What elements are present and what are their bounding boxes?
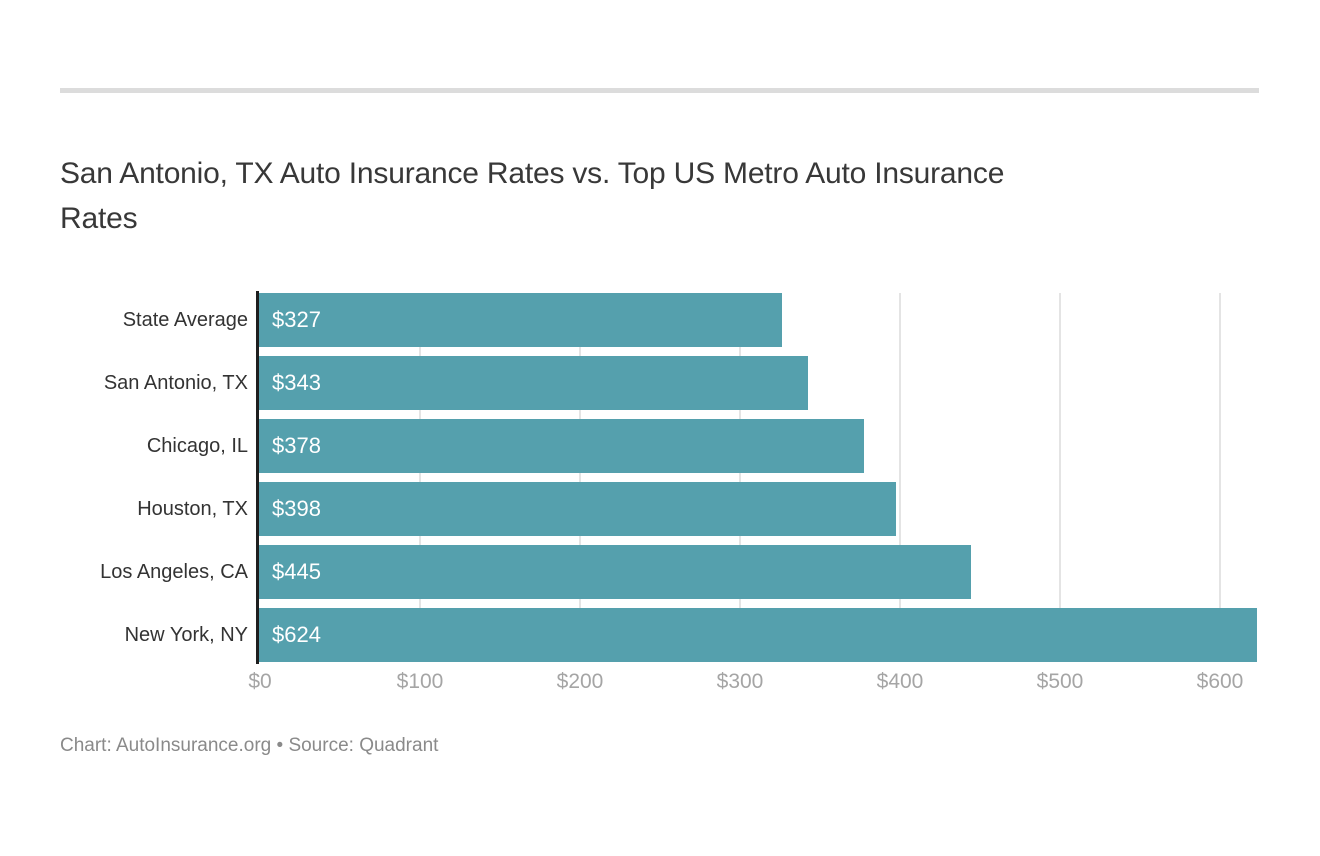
- x-axis-tick-label: $200: [556, 670, 604, 693]
- chart-title-line1: San Antonio, TX Auto Insurance Rates vs.…: [60, 157, 1005, 190]
- gridline: [579, 293, 581, 662]
- bar-value-label: $624: [272, 622, 321, 647]
- chart-footer: Chart: AutoInsurance.org • Source: Quadr…: [60, 735, 439, 756]
- gridline: [739, 293, 741, 662]
- gridline: [1219, 293, 1221, 662]
- category-label: New York, NY: [124, 624, 248, 646]
- bar-value-label: $327: [272, 307, 321, 332]
- x-axis-tick-label: $100: [396, 670, 444, 693]
- category-label: Chicago, IL: [146, 435, 248, 457]
- bar-value-label: $445: [272, 559, 321, 584]
- bar: $398: [259, 482, 896, 536]
- category-label: Houston, TX: [137, 498, 248, 520]
- x-axis-tick-label: $0: [248, 670, 272, 693]
- gridline: [1059, 293, 1061, 662]
- bar-chart-plot-area: State Average $327 San Antonio, TX $343 Chic…: [60, 291, 1260, 664]
- bar: $327: [259, 293, 783, 347]
- gridline: [419, 293, 421, 662]
- bar: $343: [259, 356, 808, 410]
- chart-title: San Antonio, TX Auto Insurance Rates vs.…: [60, 151, 1230, 241]
- bar-value-label: $398: [272, 496, 321, 521]
- chart-title-line2: Rates: [60, 202, 138, 235]
- bar: $445: [259, 545, 971, 599]
- bar-value-label: $378: [272, 433, 321, 458]
- x-axis-tick-label: $600: [1196, 670, 1244, 693]
- bar: $378: [259, 419, 864, 473]
- category-label: Los Angeles, CA: [100, 561, 248, 583]
- top-divider: [60, 88, 1259, 93]
- y-axis-line: [256, 291, 259, 664]
- category-label: State Average: [122, 309, 248, 331]
- x-axis-tick-label: $400: [876, 670, 924, 693]
- category-label: San Antonio, TX: [103, 372, 248, 394]
- bar: $624: [259, 608, 1258, 662]
- x-axis: $0 $100 $200 $300 $400 $500 $600: [60, 670, 1270, 698]
- gridline: [899, 293, 901, 662]
- x-axis-tick-label: $500: [1036, 670, 1084, 693]
- bar-value-label: $343: [272, 370, 321, 395]
- x-axis-tick-label: $300: [716, 670, 764, 693]
